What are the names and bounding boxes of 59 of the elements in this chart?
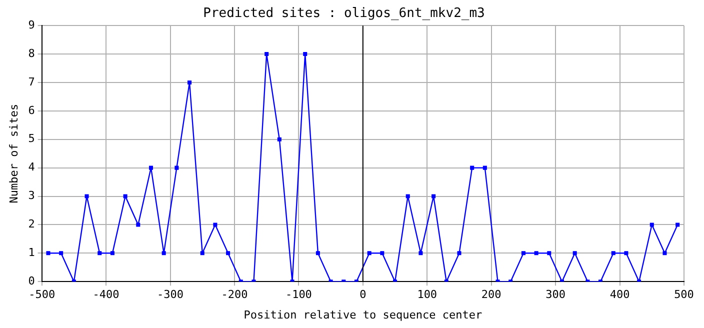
point bbox=[84, 194, 89, 198]
chart-title: Predicted sites : oligos_6nt_mkv2_m3 bbox=[203, 6, 485, 22]
point bbox=[123, 194, 128, 198]
point bbox=[136, 222, 140, 227]
point bbox=[162, 251, 166, 256]
point bbox=[303, 52, 308, 56]
y-tick-label: 6 bbox=[28, 104, 35, 117]
y-tick-label: 3 bbox=[28, 189, 35, 202]
point bbox=[264, 52, 269, 56]
y-axis-title: Number of sites bbox=[7, 104, 20, 204]
x-tick-label: -100 bbox=[285, 288, 312, 302]
point bbox=[457, 251, 462, 256]
point bbox=[418, 251, 423, 256]
x-tick-label: 0 bbox=[360, 288, 366, 302]
point bbox=[482, 166, 487, 170]
point bbox=[534, 251, 538, 256]
x-tick-label: -500 bbox=[28, 288, 56, 302]
point bbox=[59, 251, 64, 256]
point bbox=[547, 251, 552, 256]
y-tick-label: 1 bbox=[28, 246, 35, 260]
y-tick-label: 7 bbox=[28, 75, 35, 88]
x-tick-label: 400 bbox=[610, 288, 630, 302]
point bbox=[611, 251, 616, 256]
point bbox=[367, 251, 372, 256]
y-tick-label: 0 bbox=[28, 274, 35, 288]
point bbox=[432, 194, 436, 198]
point bbox=[277, 137, 282, 142]
y-tick-label: 5 bbox=[28, 132, 35, 146]
point bbox=[226, 251, 230, 256]
x-tick-label: -200 bbox=[221, 288, 248, 302]
x-tick-label: 500 bbox=[674, 288, 694, 302]
y-tick-label: 2 bbox=[28, 218, 35, 231]
point bbox=[316, 251, 320, 256]
point bbox=[213, 222, 218, 227]
x-tick-label: 300 bbox=[546, 288, 566, 302]
point bbox=[174, 166, 179, 170]
x-tick-label: -300 bbox=[157, 288, 184, 302]
y-tick-label: 4 bbox=[28, 160, 36, 174]
point bbox=[148, 166, 154, 170]
point bbox=[380, 251, 384, 256]
point bbox=[650, 222, 654, 227]
point bbox=[188, 80, 192, 85]
point bbox=[676, 222, 680, 227]
point bbox=[98, 251, 102, 256]
point bbox=[200, 251, 204, 256]
x-tick-label: 200 bbox=[481, 288, 502, 302]
point bbox=[46, 251, 50, 256]
x-axis-title: Position relative to sequence center bbox=[244, 308, 482, 322]
x-tick-label: -400 bbox=[92, 288, 120, 302]
point bbox=[470, 166, 474, 170]
x-tick-label: 100 bbox=[417, 288, 438, 302]
point bbox=[521, 251, 526, 256]
point bbox=[662, 251, 667, 256]
point bbox=[110, 251, 114, 256]
point bbox=[406, 194, 410, 198]
point bbox=[572, 251, 577, 256]
point bbox=[624, 251, 628, 256]
y-tick-label: 8 bbox=[28, 46, 35, 60]
y-tick-label: 9 bbox=[28, 18, 35, 32]
